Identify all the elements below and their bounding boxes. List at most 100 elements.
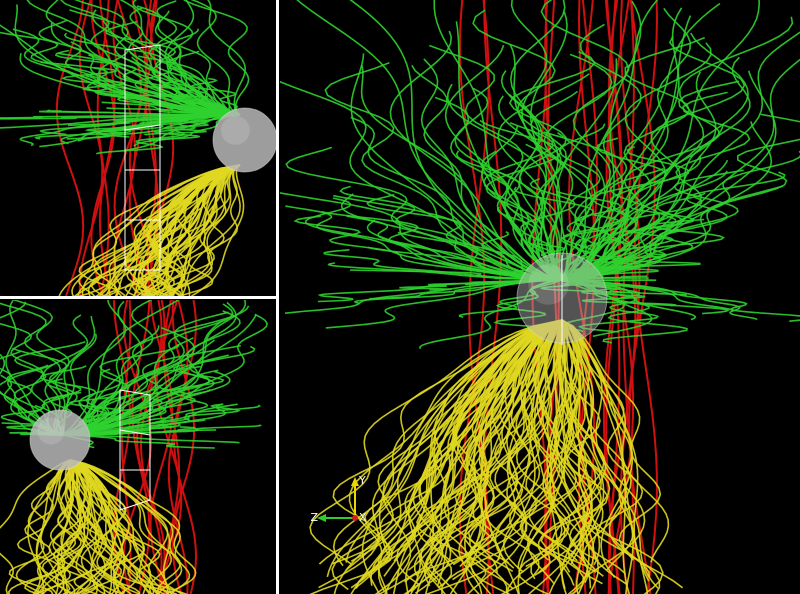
streamline (0, 350, 61, 436)
streamline (339, 185, 563, 281)
streamline (62, 459, 90, 594)
streamline (463, 319, 563, 594)
streamline (348, 319, 563, 589)
streamline (8, 459, 71, 594)
streamline (59, 434, 240, 444)
streamline (325, 279, 563, 329)
streamline (452, 319, 563, 566)
streamline (59, 434, 215, 449)
streamline (59, 303, 234, 436)
streamline (66, 114, 241, 140)
streamline (90, 0, 116, 296)
streamline (360, 65, 563, 281)
streamline (171, 164, 241, 296)
divider (276, 0, 279, 594)
streamline (545, 319, 585, 594)
streamline (353, 319, 563, 590)
streamline (561, 319, 631, 594)
streamline (392, 319, 563, 594)
streamline (561, 319, 605, 565)
streamline (73, 164, 241, 296)
streamline (420, 58, 563, 281)
streamline (105, 20, 241, 116)
sphere (212, 107, 276, 173)
streamline (332, 319, 563, 567)
streamline (15, 459, 71, 594)
streamline (167, 105, 241, 116)
streamline (149, 300, 174, 594)
streamline (561, 2, 721, 281)
streamline (509, 43, 563, 281)
arrow-head (317, 514, 326, 522)
streamline (59, 422, 177, 436)
streamline (414, 319, 563, 577)
streamline (296, 0, 563, 281)
streamline (69, 459, 126, 594)
bottom-left-view (0, 300, 268, 594)
top-left-view (0, 0, 276, 296)
streamline (399, 279, 563, 291)
streamline (59, 403, 227, 436)
sphere-highlight (528, 264, 569, 305)
streamline (304, 197, 563, 281)
streamline (444, 44, 563, 281)
streamline (494, 319, 563, 569)
streamline (332, 319, 563, 565)
streamline (191, 164, 245, 296)
streamline (69, 459, 139, 594)
streamline (98, 164, 241, 296)
streamline (468, 319, 563, 590)
streamline (482, 122, 563, 281)
streamline (366, 193, 563, 281)
streamline (280, 80, 563, 281)
streamline (525, 143, 596, 281)
streamline (77, 164, 241, 296)
streamline (497, 73, 590, 281)
arrow-head (351, 477, 359, 486)
streamline (561, 319, 628, 585)
box-outline (124, 44, 161, 271)
streamline (549, 319, 592, 589)
streamline (498, 95, 574, 281)
x-axis-arrow (352, 515, 358, 521)
streamline (345, 319, 563, 571)
streamline (131, 56, 241, 116)
streamline (137, 164, 241, 296)
streamline (102, 20, 241, 116)
streamline (554, 319, 611, 562)
streamline (35, 459, 73, 594)
streamline (561, 36, 705, 281)
streamline (69, 459, 126, 594)
streamline (59, 459, 125, 594)
streamline (180, 164, 241, 296)
streamline (406, 319, 563, 594)
streamline (561, 319, 659, 589)
streamline (561, 70, 777, 281)
streamline (481, 231, 563, 281)
streamline (547, 0, 559, 594)
sphere (29, 409, 91, 471)
main-view (280, 0, 800, 594)
streamline (561, 319, 670, 563)
streamline (433, 0, 563, 281)
streamline (419, 279, 563, 349)
streamline (557, 131, 606, 281)
streamline (284, 279, 563, 314)
streamline (59, 388, 211, 436)
streamline (96, 114, 241, 155)
streamline (59, 403, 238, 436)
streamline (561, 56, 751, 281)
streamline (157, 10, 241, 116)
streamline (318, 319, 563, 589)
streamline (530, 90, 578, 281)
streamline (55, 0, 85, 296)
streamline (113, 0, 142, 296)
streamline (69, 459, 155, 594)
streamline (69, 459, 125, 594)
streamline (459, 319, 563, 568)
streamline (69, 459, 118, 594)
streamline (59, 326, 196, 436)
streamline (561, 258, 701, 281)
streamline (142, 114, 241, 136)
